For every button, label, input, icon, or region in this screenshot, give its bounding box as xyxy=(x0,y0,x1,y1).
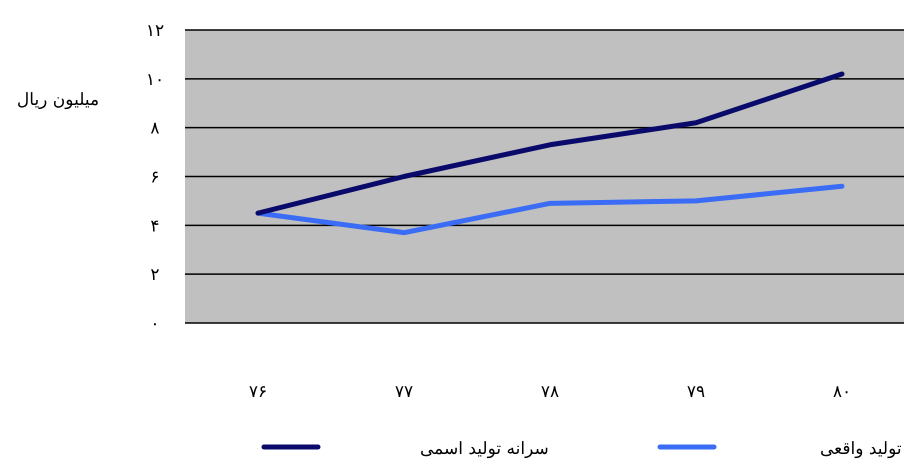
series-lines xyxy=(255,71,845,236)
x-tick-label: ۷۹ xyxy=(687,382,705,402)
y-tick-label: ۱۰ xyxy=(146,70,164,90)
y-tick-label: ۸ xyxy=(150,119,159,139)
y-axis-label: میلیون ریال xyxy=(17,90,99,110)
y-tick-label: ۴ xyxy=(150,216,159,236)
y-tick-label: ۰ xyxy=(150,314,159,334)
y-tick-label: ۱۲ xyxy=(146,21,164,41)
y-axis-ticks: ۰ ۲ ۴ ۶ ۸ ۱۰ ۱۲ xyxy=(146,21,164,334)
y-tick-label: ۲ xyxy=(150,265,159,285)
x-tick-label: ۸۰ xyxy=(833,382,851,402)
y-tick-label: ۶ xyxy=(150,168,159,188)
legend: سرانه تولید اسمی سرانه تولید واقعی xyxy=(261,439,904,459)
x-axis-ticks: ۷۶ ۷۷ ۷۸ ۷۹ ۸۰ xyxy=(249,382,851,402)
grid-lines xyxy=(185,29,904,324)
series-line xyxy=(255,183,845,236)
series-line xyxy=(255,71,845,216)
x-tick-label: ۷۶ xyxy=(249,382,267,402)
legend-label: سرانه تولید واقعی xyxy=(820,439,904,459)
legend-label: سرانه تولید اسمی xyxy=(420,439,549,459)
x-tick-label: ۷۸ xyxy=(541,382,559,402)
x-tick-label: ۷۷ xyxy=(395,382,413,402)
